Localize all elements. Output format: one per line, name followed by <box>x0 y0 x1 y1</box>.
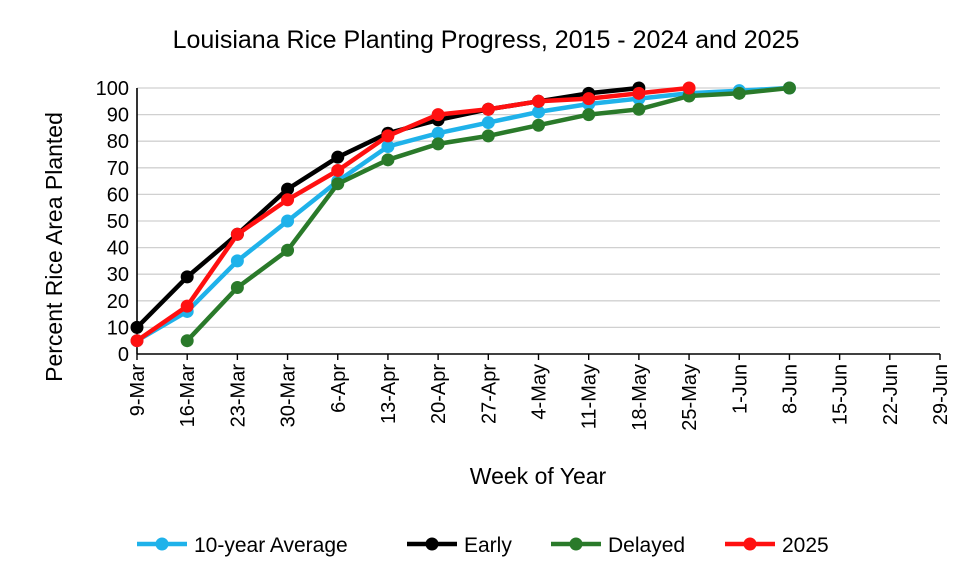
x-tick-labels: 9-Mar 16-Mar 23-Mar 30-Mar 6-Apr 13-Apr 20-Apr… <box>127 364 952 431</box>
data-point <box>381 129 395 143</box>
x-tick-label: 11-May <box>579 364 601 429</box>
x-tick-label: 16-Mar <box>177 364 199 428</box>
x-tick-label: 30-Mar <box>278 364 300 428</box>
x-tick-label: 25-May <box>679 364 701 431</box>
data-point <box>381 153 395 167</box>
data-point <box>381 140 395 154</box>
x-tick-label: 20-Apr <box>428 364 450 424</box>
y-tick-label: 40 <box>107 238 129 260</box>
data-point <box>331 150 345 164</box>
y-tick-label: 70 <box>107 158 129 180</box>
data-point <box>180 334 194 348</box>
data-point <box>532 118 545 132</box>
data-point <box>532 105 545 119</box>
y-tick-label: 90 <box>107 105 129 127</box>
data-point <box>230 227 244 241</box>
data-point <box>130 334 144 348</box>
x-tick-label: 23-Mar <box>227 364 249 428</box>
x-axis-label: Week of Year <box>470 463 607 489</box>
y-tick-label: 30 <box>107 264 129 286</box>
series-delayed <box>180 81 796 348</box>
data-point <box>180 299 194 313</box>
legend-label: 2025 <box>782 534 829 557</box>
data-point <box>431 137 445 151</box>
series-10-year-average <box>130 81 796 348</box>
series-layer <box>130 81 796 348</box>
x-tick-label: 6-Apr <box>328 364 350 413</box>
data-point <box>281 243 295 257</box>
x-tick-label: 13-Apr <box>378 364 400 424</box>
legend-marker <box>425 537 439 551</box>
x-tick-label: 8-Jun <box>779 364 801 414</box>
data-point <box>281 182 295 196</box>
legend-marker <box>569 537 583 551</box>
y-tick-label: 50 <box>107 211 129 233</box>
data-point <box>431 126 445 140</box>
x-tick-label: 15-Jun <box>830 364 852 425</box>
legend-marker <box>743 537 757 551</box>
axes <box>136 88 941 360</box>
data-point <box>481 116 495 130</box>
data-point <box>281 193 295 207</box>
data-point <box>732 86 746 100</box>
y-tick-label: 0 <box>118 344 129 366</box>
series-2025 <box>130 81 696 348</box>
legend-label: Delayed <box>608 534 685 557</box>
data-point <box>682 81 696 95</box>
x-tick-label: 27-Apr <box>478 364 500 424</box>
legend-label: 10-year Average <box>194 534 348 557</box>
legend-label: Early <box>464 534 512 557</box>
y-tick-labels: 0 10 20 30 40 50 60 70 80 90 100 <box>96 78 129 366</box>
data-point <box>632 86 646 100</box>
series-line <box>134 85 692 343</box>
x-tick-label: 22-Jun <box>880 364 902 425</box>
x-tick-label: 9-Mar <box>127 364 149 417</box>
y-tick-label: 20 <box>107 291 129 313</box>
x-tick-label: 4-May <box>529 364 551 420</box>
data-point <box>230 254 244 268</box>
legend-marker <box>155 537 169 551</box>
series-line <box>134 85 792 343</box>
data-point <box>532 94 545 108</box>
data-point <box>331 177 345 191</box>
x-tick-label: 18-May <box>629 364 651 431</box>
data-point <box>130 320 144 334</box>
y-axis-label: Percent Rice Area Planted <box>41 112 67 382</box>
data-point <box>230 281 244 294</box>
data-point <box>481 129 495 143</box>
x-tick-label: 29-Jun <box>930 364 952 425</box>
data-point <box>782 81 796 95</box>
y-tick-label: 100 <box>96 78 129 100</box>
y-tick-label: 80 <box>107 131 129 153</box>
data-point <box>632 102 646 116</box>
legend: 10-year Average Early Delayed 2025 <box>137 534 829 557</box>
data-point <box>481 102 495 116</box>
data-point <box>281 214 295 228</box>
data-point <box>582 92 596 106</box>
data-point <box>180 270 194 284</box>
y-tick-label: 60 <box>107 184 129 206</box>
chart-title: Louisiana Rice Planting Progress, 2015 -… <box>173 26 800 54</box>
data-point <box>331 163 345 177</box>
data-point <box>431 108 445 122</box>
data-point <box>582 108 596 122</box>
x-tick-label: 1-Jun <box>729 364 751 414</box>
series-line <box>134 85 642 330</box>
y-tick-label: 10 <box>107 317 129 339</box>
